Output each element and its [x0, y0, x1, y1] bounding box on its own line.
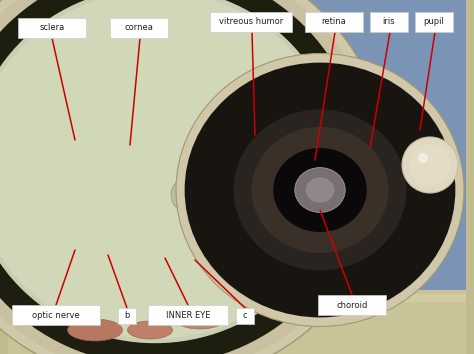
Ellipse shape	[0, 0, 362, 354]
Ellipse shape	[0, 0, 376, 354]
Ellipse shape	[0, 31, 343, 295]
Ellipse shape	[0, 0, 337, 339]
Text: retina: retina	[322, 17, 346, 27]
Ellipse shape	[192, 67, 288, 153]
Text: b: b	[124, 312, 130, 320]
Text: pupil: pupil	[424, 17, 445, 27]
Text: vitreous humor: vitreous humor	[219, 17, 283, 27]
Ellipse shape	[0, 0, 341, 343]
FancyBboxPatch shape	[118, 308, 136, 324]
Text: sclera: sclera	[39, 23, 64, 33]
Ellipse shape	[176, 53, 464, 326]
Ellipse shape	[0, 0, 387, 354]
Ellipse shape	[306, 177, 334, 202]
Bar	[0, 290, 474, 354]
FancyBboxPatch shape	[110, 18, 168, 38]
Ellipse shape	[273, 148, 367, 232]
Ellipse shape	[252, 127, 388, 253]
Ellipse shape	[128, 321, 173, 339]
Ellipse shape	[0, 6, 338, 325]
Ellipse shape	[175, 309, 225, 329]
FancyBboxPatch shape	[236, 308, 254, 324]
FancyBboxPatch shape	[148, 305, 228, 325]
Text: INNER EYE: INNER EYE	[166, 310, 210, 320]
Bar	[0, 294, 474, 302]
Ellipse shape	[190, 97, 260, 153]
Bar	[0, 0, 474, 290]
Ellipse shape	[67, 319, 122, 341]
Circle shape	[402, 137, 458, 193]
Ellipse shape	[185, 63, 456, 318]
Ellipse shape	[0, 18, 327, 315]
Text: cornea: cornea	[125, 23, 154, 33]
FancyBboxPatch shape	[305, 12, 363, 32]
Ellipse shape	[212, 85, 428, 295]
Ellipse shape	[171, 179, 199, 211]
Text: iris: iris	[383, 17, 395, 27]
Text: c: c	[243, 312, 247, 320]
FancyBboxPatch shape	[370, 12, 408, 32]
Ellipse shape	[4, 22, 306, 308]
Circle shape	[418, 153, 428, 163]
Ellipse shape	[219, 92, 421, 288]
Text: optic nerve: optic nerve	[32, 310, 80, 320]
FancyBboxPatch shape	[415, 12, 453, 32]
Circle shape	[409, 144, 451, 186]
FancyBboxPatch shape	[12, 305, 100, 325]
FancyBboxPatch shape	[318, 295, 386, 315]
FancyBboxPatch shape	[18, 18, 86, 38]
Text: choroid: choroid	[337, 301, 368, 309]
Ellipse shape	[234, 109, 406, 270]
Ellipse shape	[295, 167, 345, 212]
Bar	[466, 0, 474, 354]
Bar	[0, 0, 8, 354]
FancyBboxPatch shape	[210, 12, 292, 32]
